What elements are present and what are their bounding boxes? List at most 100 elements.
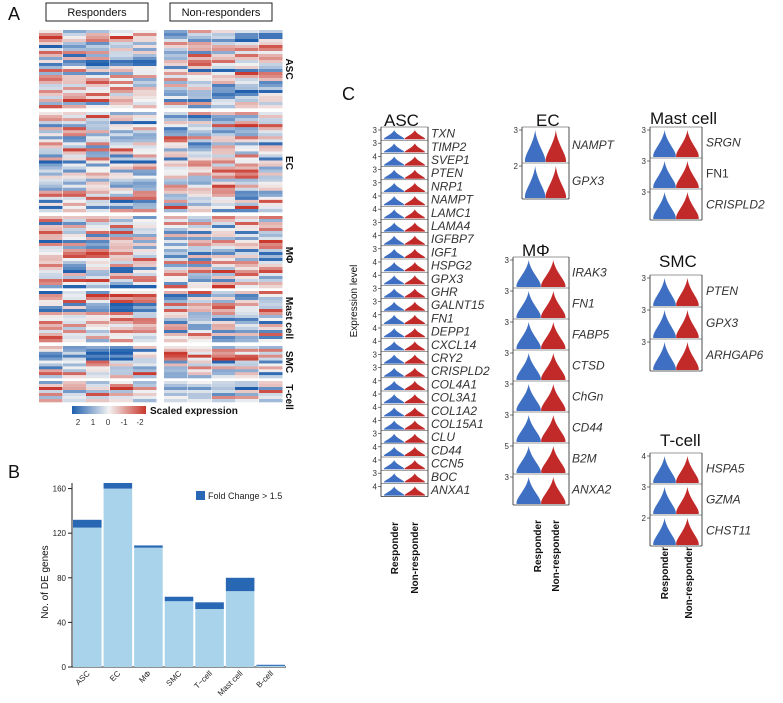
heatmap-cell	[133, 264, 157, 268]
heatmap-cell	[259, 90, 283, 94]
heatmap-cell	[164, 348, 188, 353]
heatmap-cell	[164, 363, 188, 367]
heatmap-cell	[235, 336, 259, 340]
heatmap-cell	[110, 351, 134, 356]
heatmap-cell	[63, 237, 87, 241]
non-responders-header-box	[169, 2, 273, 22]
heatmap-cell	[110, 318, 134, 322]
heatmap-cell	[133, 193, 157, 198]
heatmap-cell	[110, 169, 134, 173]
heatmap-cell	[188, 181, 212, 186]
heatmap-cell	[164, 357, 188, 361]
heatmap-cell	[133, 267, 157, 271]
heatmap-cell	[259, 327, 283, 331]
heatmap-cell	[110, 282, 134, 286]
heatmap-cell	[86, 121, 110, 125]
heatmap-cell	[164, 240, 188, 244]
heatmap-cell	[235, 252, 259, 256]
heatmap-cell	[235, 115, 259, 119]
heatmap-cell	[188, 48, 212, 52]
heatmap-cell	[212, 208, 236, 213]
heatmap-cell	[133, 42, 157, 46]
heatmap-cell	[86, 234, 110, 238]
gene-label: CD44	[431, 443, 462, 457]
heatmap-cell	[86, 363, 110, 367]
heatmap-cell	[86, 127, 110, 131]
gene-label: COL3A1	[431, 391, 477, 405]
heatmap-cell	[86, 237, 110, 241]
heatmap-cell	[86, 306, 110, 310]
heatmap-cell	[86, 216, 110, 220]
responders-header-box	[45, 2, 149, 22]
heatmap-cell	[235, 33, 259, 37]
heatmap-cell	[133, 142, 157, 146]
bar-fold-change	[103, 483, 133, 489]
heatmap-cell	[259, 72, 283, 76]
heatmap-cell	[188, 142, 212, 146]
heatmap-cell	[259, 375, 283, 379]
heatmap-cell	[212, 390, 236, 394]
gene-label: COL15A1	[431, 417, 484, 431]
y-axis-label: No. of DE genes	[40, 545, 51, 618]
heatmap-cell	[110, 348, 134, 353]
heatmap-cell	[164, 381, 188, 385]
heatmap-cell	[63, 172, 87, 176]
bar-base	[134, 547, 163, 667]
heatmap-cell	[212, 336, 236, 340]
violin-non-responder	[404, 460, 426, 470]
heatmap-cell	[164, 219, 188, 223]
heatmap-cell	[212, 309, 236, 313]
heatmap-cell	[259, 112, 283, 116]
heatmap-cell	[235, 124, 259, 128]
violin-tick-label: 3	[505, 411, 510, 420]
heatmap-cell	[110, 346, 134, 350]
heatmap-cell	[86, 208, 110, 213]
heatmap-cell	[63, 315, 87, 319]
heatmap-cell	[212, 225, 236, 229]
violin-responder	[383, 460, 405, 470]
heatmap-cell	[133, 297, 157, 301]
heatmap-cell	[235, 30, 259, 34]
heatmap-cell	[235, 157, 259, 161]
heatmap-cell	[212, 330, 236, 334]
heatmap-cell	[110, 390, 134, 394]
heatmap-cell	[110, 33, 134, 37]
heatmap-cell	[164, 225, 188, 229]
heatmap-cell	[39, 169, 63, 173]
heatmap-cell	[86, 199, 110, 204]
bar-fold-change	[134, 545, 163, 548]
heatmap-cell	[259, 190, 283, 195]
violin-tick-label: 4	[373, 377, 378, 386]
heatmap-cell	[133, 78, 157, 82]
heatmap-cell	[235, 216, 259, 220]
heatmap-cell	[164, 258, 188, 262]
heatmap-cell	[259, 243, 283, 247]
heatmap-cell	[110, 396, 134, 400]
heatmap-cell	[212, 60, 236, 64]
heatmap-cell	[212, 360, 236, 364]
heatmap-cell	[259, 231, 283, 235]
heatmap-cell	[235, 172, 259, 176]
heatmap-cell	[212, 199, 236, 204]
heatmap-cell	[235, 178, 259, 182]
heatmap-cell	[188, 336, 212, 340]
heatmap-cell	[188, 267, 212, 271]
heatmap-cell	[259, 282, 283, 286]
violin-responder	[516, 291, 541, 318]
heatmap-cell	[110, 252, 134, 256]
heatmap-cell	[235, 270, 259, 274]
heatmap-cell	[86, 312, 110, 316]
heatmap-cell	[39, 270, 63, 274]
violin-tick-label: 3	[373, 298, 378, 307]
violin-non-responder	[404, 248, 426, 258]
heatmap-cell	[110, 199, 134, 204]
heatmap-cell	[212, 243, 236, 247]
heatmap-cell	[86, 151, 110, 155]
heatmap-cell	[39, 279, 63, 283]
heatmap-cell	[164, 175, 188, 179]
heatmap-cell	[110, 315, 134, 319]
heatmap-cell	[188, 393, 212, 397]
heatmap-cell	[133, 178, 157, 182]
heatmap-cell	[39, 205, 63, 210]
violin-tick-label: 3	[505, 256, 510, 265]
